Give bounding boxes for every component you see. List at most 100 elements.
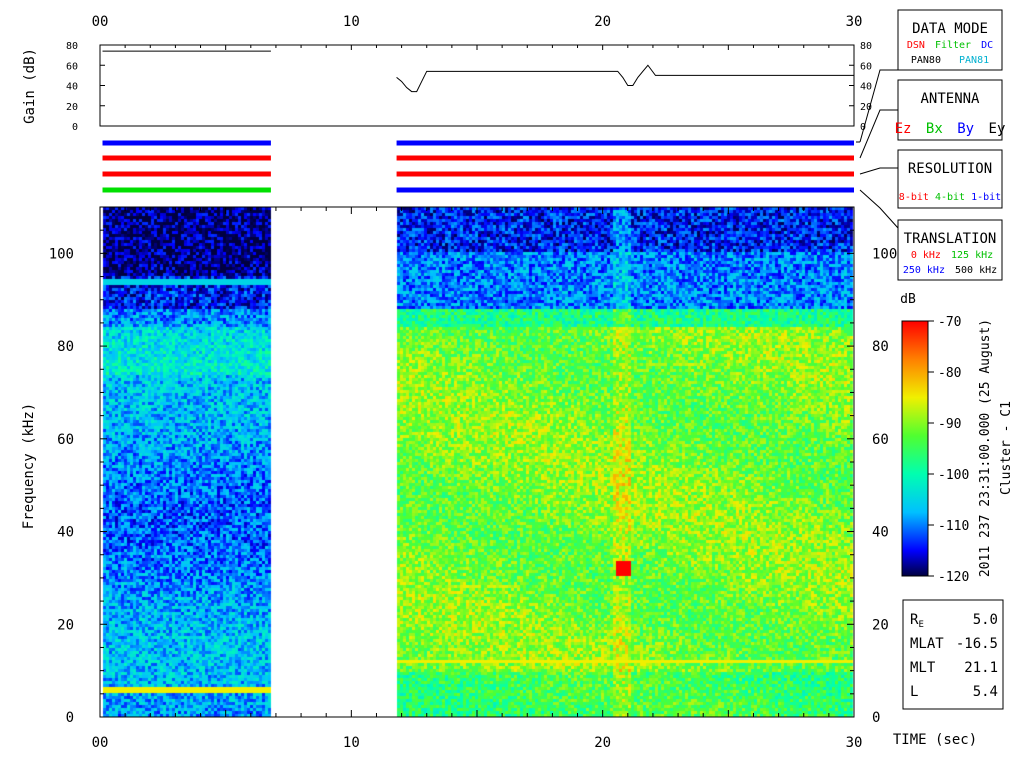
data-mode-dsn: DSN xyxy=(907,40,925,51)
data-mode-box: DATA MODE DSN Filter DC PAN80 PAN81 xyxy=(897,9,1003,71)
mode-bars xyxy=(102,140,854,193)
antenna-box: ANTENNA Ez Bx By Ey xyxy=(895,79,1006,141)
connector-data-mode xyxy=(859,69,898,143)
gain-left-tick-label: 20 xyxy=(66,102,78,113)
freq-tick-label-left: 40 xyxy=(57,525,74,541)
orbit-label-r: R xyxy=(910,612,919,628)
frequency-axis-label: Frequency (kHz) xyxy=(21,403,37,529)
resolution-frame xyxy=(897,149,1003,209)
orbit-value-re: 5.0 xyxy=(973,612,998,628)
orbit-label-mlat: MLAT xyxy=(910,636,944,652)
freq-tick-label-right: 20 xyxy=(872,617,889,633)
translation-line2: 250 kHz 500 kHz xyxy=(903,265,997,276)
translation-title: TRANSLATION xyxy=(904,231,997,247)
antenna-ez: Ez xyxy=(895,121,912,137)
resolution-box: RESOLUTION 8-bit 4-bit 1-bit xyxy=(897,149,1003,209)
data-mode-title: DATA MODE xyxy=(912,21,988,37)
bottom-time-tick-label: 10 xyxy=(343,735,360,751)
gain-right-tick-label: 60 xyxy=(860,61,872,72)
top-time-tick-label: 10 xyxy=(343,14,360,30)
orbit-label-sub-e: E xyxy=(918,620,923,630)
orbit-info-box: RE 5.0 MLAT -16.5 MLT 21.1 L 5.4 xyxy=(902,599,1004,710)
orbit-row-mlat: MLAT -16.5 xyxy=(910,636,998,652)
colorbar: dB -70 -80 -90 -100 -110 -120 2011 237 23:31:… xyxy=(900,292,1014,585)
orbit-label-mlt: MLT xyxy=(910,660,936,676)
antenna-title: ANTENNA xyxy=(920,91,980,107)
colorbar-tick-label: -100 xyxy=(938,468,969,483)
data-mode-dc: DC xyxy=(981,40,993,51)
data-mode-frame xyxy=(897,9,1003,71)
bottom-time-tick-label: 30 xyxy=(846,735,863,751)
antenna-bx: Bx xyxy=(926,121,943,137)
connector-resolution xyxy=(859,167,898,175)
translation-box: TRANSLATION 0 kHz 125 kHz 250 kHz 500 kH… xyxy=(897,219,1003,281)
orbit-value-mlat: -16.5 xyxy=(956,636,998,652)
time-axis-label: TIME (sec) xyxy=(893,732,977,748)
freq-tick-label-left: 0 xyxy=(66,710,74,726)
resolution-title: RESOLUTION xyxy=(908,161,992,177)
date-label: 2011 237 23:31:00.000 (25 August) xyxy=(978,319,993,577)
gain-axis-label: Gain (dB) xyxy=(22,48,38,124)
orbit-row-l: L 5.4 xyxy=(910,684,998,700)
colorbar-tick-label: -120 xyxy=(938,570,969,585)
freq-tick-label-left: 60 xyxy=(57,432,74,448)
freq-tick-label-right: 0 xyxy=(872,710,880,726)
freq-tick-label-right: 80 xyxy=(872,339,889,355)
orbit-label-re: RE xyxy=(910,612,924,630)
translation-125khz: 125 kHz xyxy=(951,250,993,261)
gain-left-tick-label: 80 xyxy=(66,41,78,52)
top-time-tick-label: 00 xyxy=(92,14,109,30)
freq-tick-label-right: 40 xyxy=(872,525,889,541)
gain-left-tick-label: 60 xyxy=(66,61,78,72)
data-mode-line1: DSN Filter DC xyxy=(907,40,993,51)
colorbar-tick-label: -70 xyxy=(938,315,961,330)
colorbar-ticks: -70 -80 -90 -100 -110 -120 xyxy=(928,315,969,585)
translation-0khz: 0 kHz xyxy=(911,250,941,261)
data-mode-pan80: PAN80 xyxy=(911,55,941,66)
freq-tick-label-left: 100 xyxy=(49,246,74,262)
resolution-4bit: 4-bit xyxy=(935,192,965,203)
gain-right-tick-label: 0 xyxy=(860,122,866,133)
gain-axis-ticks: 0 0 20 20 40 40 60 60 80 80 xyxy=(66,41,872,133)
antenna-ey: Ey xyxy=(989,121,1006,137)
freq-tick-label-right: 60 xyxy=(872,432,889,448)
resolution-items: 8-bit 4-bit 1-bit xyxy=(899,192,1001,203)
gain-panel-frame xyxy=(99,44,855,127)
gain-left-tick-label: 40 xyxy=(66,82,78,93)
translation-frame xyxy=(897,219,1003,281)
colorbar-tick-label: -80 xyxy=(938,366,961,381)
orbit-info-frame xyxy=(902,599,1004,710)
legend-connectors xyxy=(856,69,899,229)
gain-line xyxy=(396,64,854,93)
translation-500khz: 500 kHz xyxy=(955,265,997,276)
orbit-label-l: L xyxy=(910,684,918,700)
connector-antenna xyxy=(859,109,898,159)
antenna-items: Ez Bx By Ey xyxy=(895,121,1006,137)
translation-250khz: 250 kHz xyxy=(903,265,945,276)
resolution-1bit: 1-bit xyxy=(971,192,1001,203)
gain-panel: 0 0 20 20 40 40 60 60 80 80 Gain (dB) xyxy=(22,41,872,133)
orbit-row-mlt: MLT 21.1 xyxy=(910,660,998,676)
bottom-time-tick-label: 20 xyxy=(594,735,611,751)
orbit-row-re: RE 5.0 xyxy=(910,612,998,630)
colorbar-unit: dB xyxy=(900,292,916,307)
gain-right-tick-label: 20 xyxy=(860,102,872,113)
freq-tick-label-right: 100 xyxy=(872,246,897,262)
data-mode-filter: Filter xyxy=(935,40,971,51)
bottom-time-tick-label: 00 xyxy=(92,735,109,751)
gain-series xyxy=(102,50,854,93)
legend-panel: DATA MODE DSN Filter DC PAN80 PAN81 ANTE… xyxy=(856,9,1006,281)
spectrogram-image xyxy=(100,207,854,717)
colorbar-tick-label: -110 xyxy=(938,519,969,534)
top-time-tick-label: 30 xyxy=(846,14,863,30)
orbit-value-mlt: 21.1 xyxy=(964,660,998,676)
gain-right-tick-label: 40 xyxy=(860,82,872,93)
top-time-tick-label: 20 xyxy=(594,14,611,30)
orbit-value-l: 5.4 xyxy=(973,684,998,700)
connector-translation xyxy=(859,189,899,229)
data-mode-pan81: PAN81 xyxy=(959,55,989,66)
top-time-axis: 00 10 20 30 xyxy=(92,14,863,30)
translation-line1: 0 kHz 125 kHz xyxy=(911,250,993,261)
